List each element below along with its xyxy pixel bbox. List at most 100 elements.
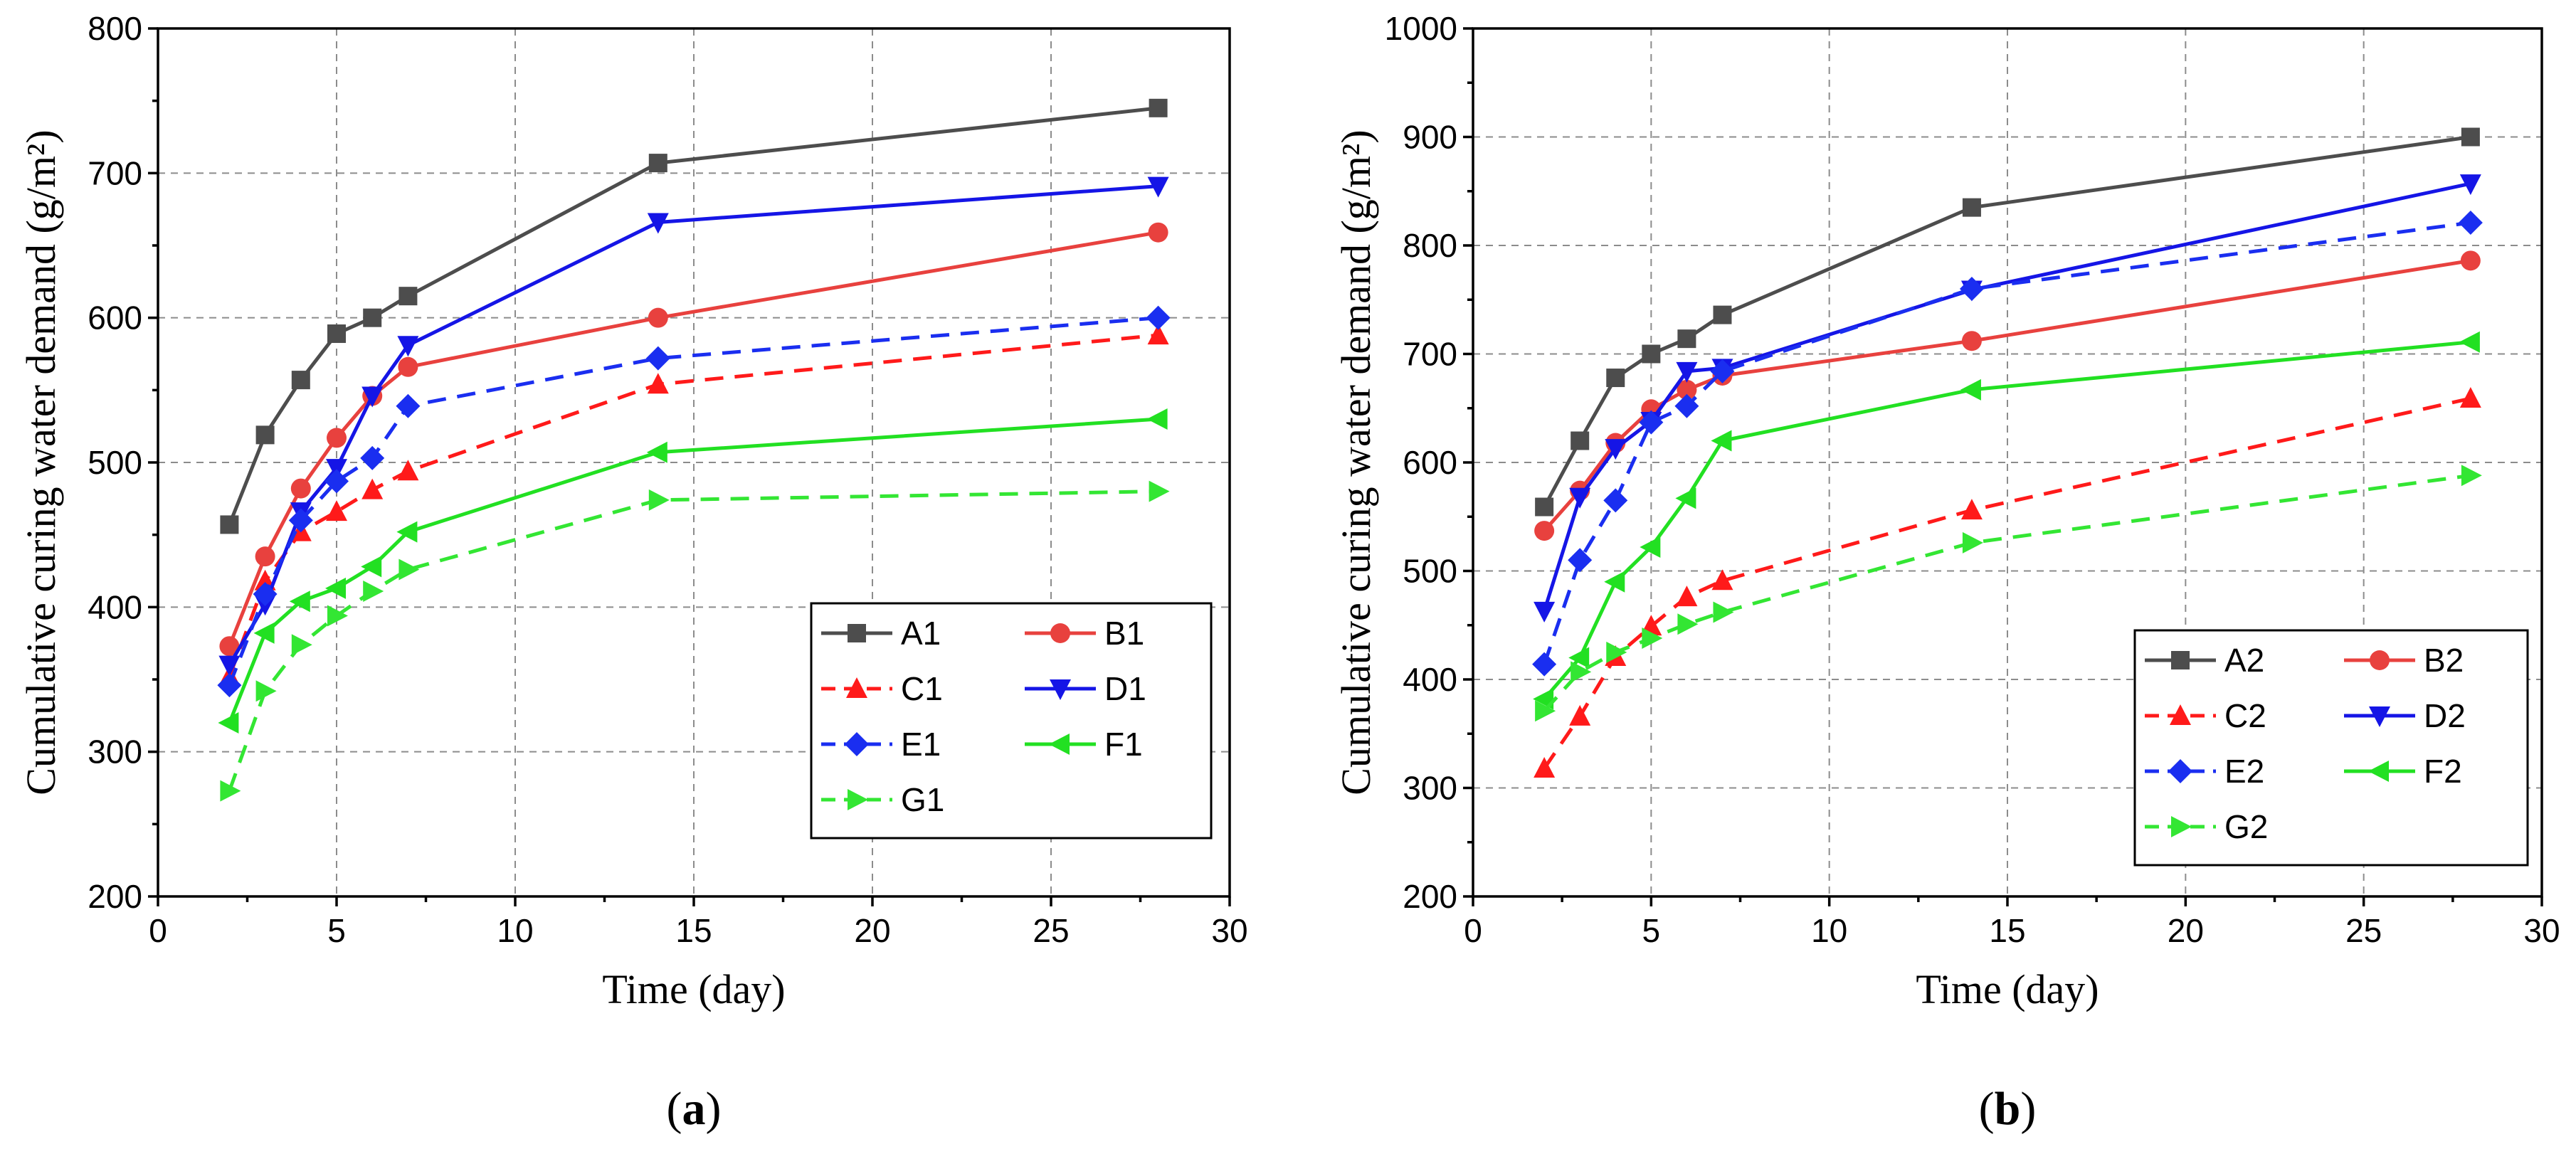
data-point-B1 xyxy=(1148,222,1168,243)
data-point-B2 xyxy=(1677,379,1697,400)
series-G2 xyxy=(1535,465,2482,722)
data-point-C2 xyxy=(1676,586,1698,607)
data-point-D2 xyxy=(1534,601,1556,623)
y-tick-label: 200 xyxy=(1403,878,1457,915)
data-point-B1 xyxy=(255,546,275,567)
legend-item-A1: A1 xyxy=(821,615,941,652)
data-point-E1 xyxy=(217,673,242,698)
legend-item-B1: B1 xyxy=(1025,615,1144,652)
data-point-C2 xyxy=(1960,499,1983,520)
data-point-B2 xyxy=(2460,250,2481,271)
legend-item-B2: B2 xyxy=(2344,642,2464,679)
data-point-B1 xyxy=(398,356,418,377)
y-tick-label: 900 xyxy=(1403,119,1457,156)
series-F2 xyxy=(1533,331,2480,710)
data-point-F2 xyxy=(2459,331,2480,353)
legend-item-D2: D2 xyxy=(2344,697,2466,734)
series-line-F2 xyxy=(1543,340,2471,701)
data-point-A2 xyxy=(1606,369,1625,388)
chart-panel-a: 0 5 10 15 20 25 30 200 300 400 500 600 700 800 Time (d… xyxy=(18,10,1248,1135)
series-line-B1 xyxy=(228,231,1159,647)
y-tick-label: 200 xyxy=(88,878,142,915)
series-line-C1 xyxy=(228,333,1158,677)
legend-marker-B1 xyxy=(1050,623,1070,643)
x-tick-label: 5 xyxy=(327,912,346,949)
y-tick-label: 400 xyxy=(1403,661,1457,698)
panel-label-close: ) xyxy=(2020,1083,2036,1135)
data-point-G2 xyxy=(1677,613,1699,635)
data-point-G1 xyxy=(363,580,384,602)
y-tick-label: 700 xyxy=(1403,336,1457,373)
x-tick-label: 0 xyxy=(149,912,167,949)
data-point-D1 xyxy=(1147,176,1169,198)
data-point-F2 xyxy=(1960,378,1981,401)
y-tick-label: 500 xyxy=(88,444,142,481)
y-tick-label: 400 xyxy=(88,588,142,625)
x-tick-label: 30 xyxy=(2523,912,2560,949)
legend-marker-E2 xyxy=(2168,759,2192,783)
data-point-G2 xyxy=(2461,465,2482,487)
legend-marker-A2 xyxy=(2171,651,2190,669)
y-tick-label: 600 xyxy=(1403,444,1457,481)
legend-item-G2: G2 xyxy=(2145,808,2268,845)
data-point-A2 xyxy=(1677,329,1696,349)
legend-label-D1: D1 xyxy=(1104,670,1146,707)
data-point-B2 xyxy=(1961,331,1982,351)
data-point-G2 xyxy=(1606,641,1627,663)
legend-item-A2: A2 xyxy=(2145,642,2264,679)
data-point-E1 xyxy=(396,393,421,418)
data-point-C1 xyxy=(361,478,384,499)
x-tick-label: 25 xyxy=(2345,912,2382,949)
data-point-G2 xyxy=(1571,661,1592,683)
series-E2 xyxy=(1532,210,2483,677)
x-tick-label: 25 xyxy=(1033,912,1069,949)
legend-marker-G2 xyxy=(2171,816,2192,837)
legend: A1 B1 C1 D1 E1 F1 G1 xyxy=(810,602,1213,840)
data-point-A2 xyxy=(1535,497,1554,517)
y-tick-label: 1000 xyxy=(1385,10,1457,47)
data-point-A1 xyxy=(363,308,382,327)
data-point-E2 xyxy=(1710,359,1735,383)
data-point-F2 xyxy=(1675,487,1696,509)
y-tick-label: 600 xyxy=(88,300,142,337)
data-point-A2 xyxy=(1642,344,1661,364)
series-E1 xyxy=(217,305,1171,698)
y-tick-label: 800 xyxy=(1403,227,1457,264)
data-point-A2 xyxy=(1962,198,1981,217)
data-point-E2 xyxy=(1639,410,1664,435)
data-point-F1 xyxy=(289,591,310,613)
series-F1 xyxy=(218,408,1168,734)
y-tick-label: 700 xyxy=(88,154,142,191)
data-point-A1 xyxy=(1149,98,1168,117)
legend-box xyxy=(2133,629,2529,867)
data-point-G1 xyxy=(648,489,670,511)
data-point-C1 xyxy=(397,460,419,481)
legend-item-D1: D1 xyxy=(1025,670,1146,707)
y-tick-label: 500 xyxy=(1403,553,1457,590)
series-line-E2 xyxy=(1542,221,2471,665)
series-G1 xyxy=(220,480,1170,802)
series-B1 xyxy=(219,222,1168,657)
data-point-D1 xyxy=(218,655,241,677)
legend-marker-G1 xyxy=(848,789,868,810)
legend-box xyxy=(810,602,1213,840)
data-point-A1 xyxy=(291,371,310,390)
legend-marker-F1 xyxy=(1049,734,1070,755)
series-line-A2 xyxy=(1542,135,2471,508)
chart-a-svg: 0 5 10 15 20 25 30 200 300 400 500 600 700 800 Time (d… xyxy=(18,10,1248,1135)
chart-b-svg: 0 5 10 15 20 25 30 200 300 400 500 600 700 800 900 1000… xyxy=(1333,10,2560,1135)
data-point-D2 xyxy=(1569,487,1591,509)
x-tick-label: 5 xyxy=(1642,912,1661,949)
series-B2 xyxy=(1534,250,2481,541)
legend-marker-D1 xyxy=(1050,679,1071,700)
panel-label: (a) xyxy=(667,1083,722,1135)
data-point-G1 xyxy=(291,634,312,656)
data-point-C1 xyxy=(647,373,669,394)
data-point-F1 xyxy=(361,556,382,578)
data-point-B1 xyxy=(648,307,668,328)
legend-marker-C1 xyxy=(846,677,867,698)
data-point-A2 xyxy=(2461,127,2480,147)
data-point-E1 xyxy=(360,445,385,470)
legend-item-C2: C2 xyxy=(2145,697,2266,734)
panel-label-open: ( xyxy=(667,1083,682,1135)
